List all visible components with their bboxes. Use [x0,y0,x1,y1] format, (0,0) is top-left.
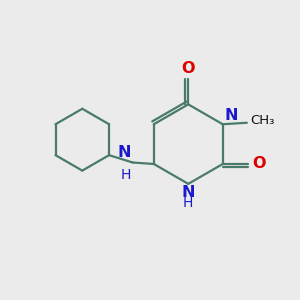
Text: N: N [182,185,195,200]
Text: N: N [118,145,131,160]
Text: H: H [121,168,131,182]
Text: O: O [252,157,266,172]
Text: N: N [224,108,238,123]
Text: CH₃: CH₃ [250,114,275,127]
Text: H: H [183,196,194,210]
Text: O: O [182,61,195,76]
